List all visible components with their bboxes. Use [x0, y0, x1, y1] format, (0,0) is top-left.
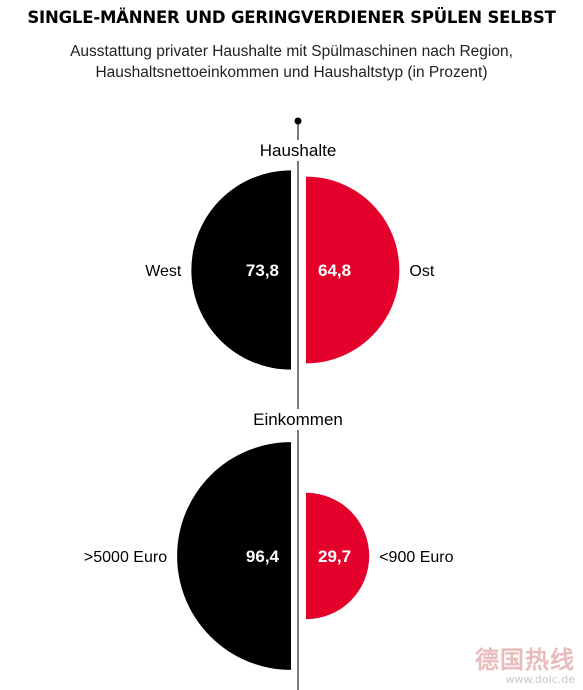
category-label-haushalte-right: Ost [409, 263, 434, 280]
value-label-einkommen-left: 96,4 [246, 547, 280, 566]
section-label-haushalte: Haushalte [260, 141, 337, 160]
watermark-url: www.dolc.de [505, 673, 575, 686]
subtitle-line: Ausstattung privater Haushalte mit Spülm… [70, 43, 513, 60]
category-label-haushalte-left: West [145, 263, 182, 280]
chart-subtitle: Ausstattung privater Haushalte mit Spülm… [20, 41, 563, 83]
chart-title: SINGLE-MÄNNER UND GERINGVERDIENER SPÜLEN… [27, 8, 556, 27]
category-label-einkommen-right: <900 Euro [379, 549, 453, 566]
section-label-backing [255, 140, 341, 161]
half-circle-haushalte-left [191, 170, 291, 370]
axis-dot [294, 117, 302, 125]
half-circle-haushalte-right [306, 176, 400, 364]
value-label-haushalte-left: 73,8 [246, 261, 279, 280]
value-label-haushalte-right: 64,8 [318, 261, 351, 280]
section-label-backing [249, 409, 347, 430]
value-label-einkommen-right: 29,7 [318, 547, 351, 566]
half-circle-einkommen-left [177, 442, 291, 670]
category-label-einkommen-left: >5000 Euro [84, 549, 167, 566]
half-circle-einkommen-right [306, 492, 370, 620]
subtitle-line: Haushaltsnettoeinkommen und Haushaltstyp… [95, 64, 488, 81]
watermark-logo: 德国热线 [475, 646, 575, 674]
watermark: 德国热线 www.dolc.de [475, 640, 575, 686]
section-label-einkommen: Einkommen [253, 410, 343, 429]
